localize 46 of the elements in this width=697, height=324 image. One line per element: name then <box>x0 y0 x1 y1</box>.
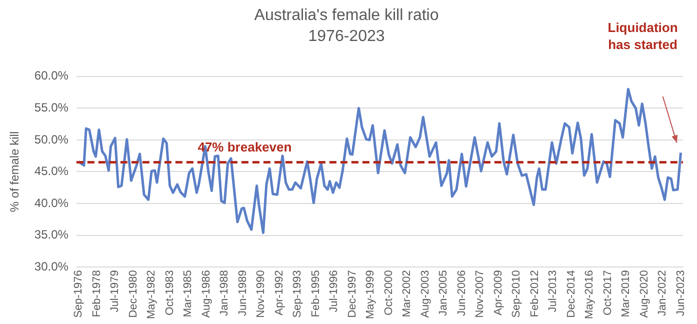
y-tick-label: 40.0% <box>34 196 69 210</box>
x-tick-label: Feb-1995 <box>310 270 322 318</box>
x-tick-label: Nov-2007 <box>474 270 486 318</box>
x-tick-label: Jun-2006 <box>456 270 468 316</box>
x-tick-label: Jul-1996 <box>328 270 340 312</box>
x-tick-label: Sep-1976 <box>72 270 85 318</box>
x-tick-label: Mar-1985 <box>182 270 194 318</box>
x-tick-label: Jun-1989 <box>236 270 249 316</box>
x-tick-label: Dec-2014 <box>565 270 578 318</box>
x-tick-label: Jul-2013 <box>547 270 560 312</box>
x-tick-label: Jul-1979 <box>109 270 122 312</box>
x-tick-label: Mar-2019 <box>620 270 632 318</box>
chart-subtitle: 1976-2023 <box>308 28 385 46</box>
x-tick-label: Apr-1992 <box>273 270 286 316</box>
ref-line-label: 47% breakeven <box>198 139 292 154</box>
x-tick-label: Sep-1993 <box>292 270 304 318</box>
y-tick-label: 45.0% <box>34 164 69 178</box>
x-tick-label: Jan-2005 <box>438 270 450 316</box>
x-tick-label: Oct-2017 <box>602 270 614 316</box>
x-tick-label: Apr-2009 <box>492 270 504 316</box>
x-tick-label: Aug-1986 <box>200 270 212 318</box>
x-tick-label: Jan-2022 <box>656 270 669 316</box>
x-tick-label: Aug-2020 <box>638 270 650 318</box>
y-tick-label: 35.0% <box>34 228 69 242</box>
x-tick-label: May-1982 <box>146 270 158 320</box>
y-tick-label: 30.0% <box>34 259 69 274</box>
x-tick-label: Oct-1983 <box>164 270 176 316</box>
y-tick-label: 60.0% <box>34 68 69 83</box>
x-tick-label: Jan-1988 <box>218 270 231 316</box>
x-tick-label: Mar-2002 <box>401 270 414 318</box>
y-tick-label: 50.0% <box>34 132 69 146</box>
x-tick-label: May-2016 <box>584 270 596 320</box>
x-tick-label: Dec-1980 <box>127 270 140 318</box>
x-tick-label: Oct-2000 <box>382 270 395 316</box>
x-tick-label: Sep-2010 <box>510 270 523 318</box>
x-tick-label: Feb-1978 <box>90 270 103 318</box>
text: Liquidation has started <box>608 20 678 52</box>
chart-title: Australia's female kill ratio <box>254 7 439 24</box>
x-tick-label: Aug-2003 <box>419 270 432 318</box>
x-tick-label: Feb-2012 <box>528 270 541 318</box>
x-tick-label: Jun-2023 <box>674 270 687 316</box>
y-tick-label: 55.0% <box>34 100 69 114</box>
x-tick-label: May-1999 <box>364 270 377 320</box>
x-tick-label: Dec-1997 <box>346 270 358 318</box>
x-tick-label: Nov-1990 <box>255 270 268 318</box>
y-axis-title: % of female kill <box>8 131 22 212</box>
